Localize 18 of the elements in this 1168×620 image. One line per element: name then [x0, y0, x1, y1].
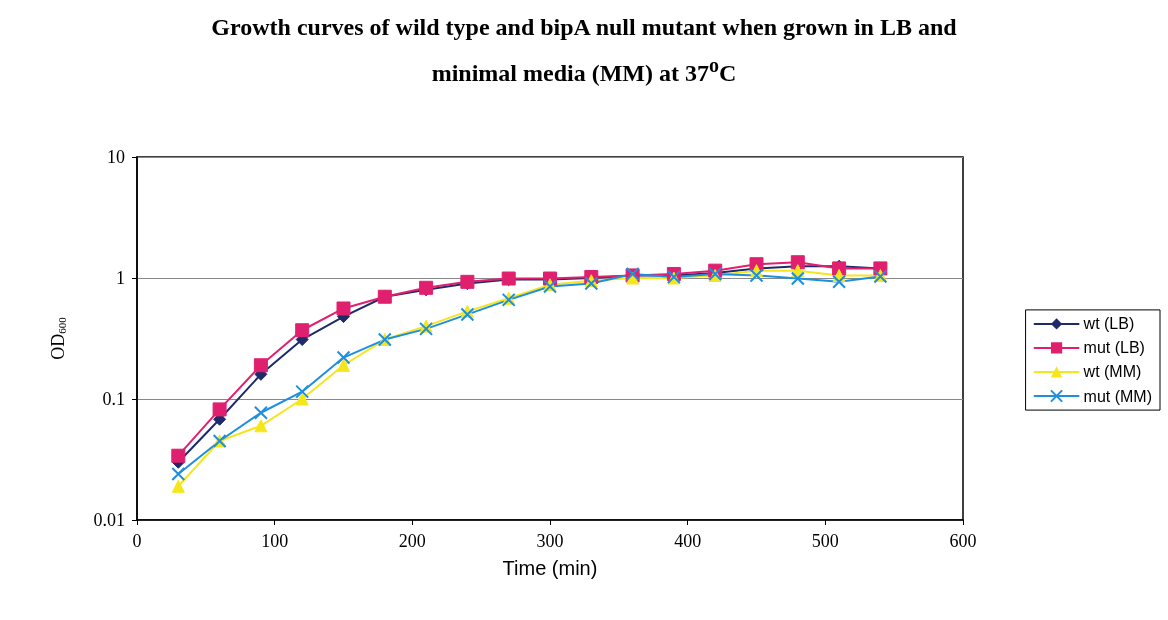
y-tick-label: 0.1 [102, 389, 125, 409]
x-tick-label: 300 [536, 531, 564, 551]
x-tick-label: 500 [811, 531, 839, 551]
legend-label: mut (MM) [1083, 387, 1153, 405]
legend-label: wt (LB) [1082, 315, 1135, 333]
x-tick-label: 0 [132, 531, 142, 551]
x-tick-label: 100 [261, 531, 289, 551]
legend-label: mut (LB) [1083, 339, 1145, 357]
y-axis-title: OD600 [47, 316, 68, 360]
legend-label: wt (MM) [1082, 363, 1142, 381]
y-tick-label: 1 [116, 268, 125, 288]
y-tick-label: 0.01 [93, 510, 125, 530]
x-axis-title: Time (min) [502, 557, 598, 579]
chart-title: Growth curves of wild type and bipA null mutant when grown in LB and minimal media (MM) at 37$^{o}$C [210, 13, 958, 88]
y-tick-label: 10 [107, 147, 125, 167]
x-tick-label: 600 [949, 531, 977, 551]
x-tick-label: 400 [674, 531, 702, 551]
x-tick-label: 200 [398, 531, 426, 551]
